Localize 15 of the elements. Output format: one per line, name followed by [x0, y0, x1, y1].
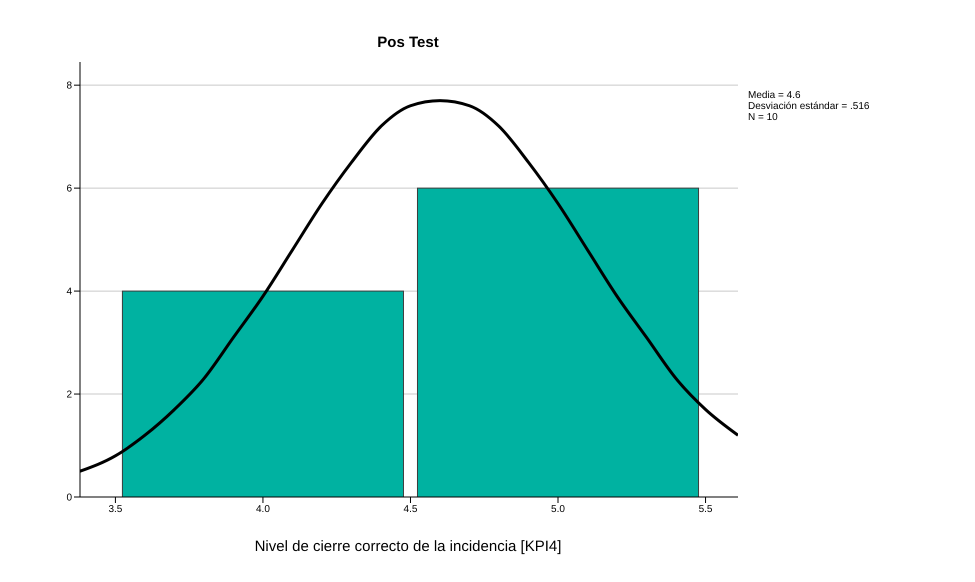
- x-axis-title: Nivel de cierre correcto de la incidencia [KPI4]: [254, 538, 562, 555]
- chart-title: Pos Test: [376, 34, 440, 51]
- y-tick-label: 4: [66, 286, 72, 298]
- text: Desviación estándar = .516: [748, 101, 870, 112]
- text: N = 10: [748, 112, 779, 123]
- y-tick-label: 0: [66, 492, 72, 504]
- x-tick-label: 4.0: [256, 504, 270, 516]
- x-tick-label: 4.5: [404, 504, 418, 516]
- y-tick-label: 6: [66, 184, 72, 195]
- y-tick-label: 8: [66, 80, 72, 92]
- y-tick-label: 2: [66, 390, 72, 401]
- x-tick-label: 5.0: [551, 504, 566, 516]
- text: Media = 4.6: [748, 90, 802, 101]
- x-tick-label: 3.5: [108, 504, 123, 516]
- x-tick-label: 5.5: [698, 504, 713, 516]
